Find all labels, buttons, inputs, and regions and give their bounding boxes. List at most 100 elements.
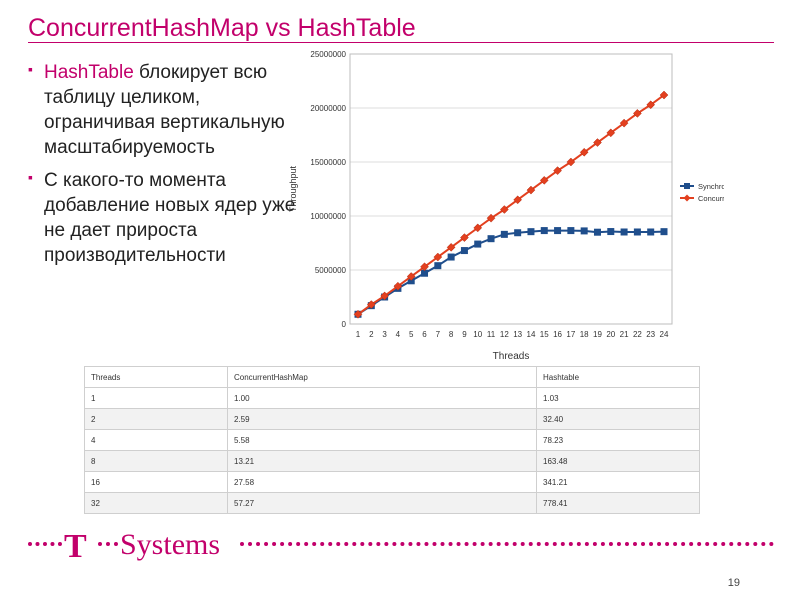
bullet-marker-icon: ▪ (28, 169, 33, 185)
y-tick-label: 20000000 (310, 104, 346, 113)
data-point (540, 227, 548, 235)
data-point (393, 281, 403, 291)
x-tick-label: 18 (580, 330, 589, 339)
data-point (606, 128, 616, 138)
table-cell: 1.03 (536, 387, 700, 409)
x-tick-label: 6 (422, 330, 427, 339)
data-point (619, 118, 629, 128)
slide-title: ConcurrentHashMap vs HashTable (28, 14, 416, 42)
data-point (433, 252, 443, 262)
data-point (660, 228, 668, 236)
data-point (527, 228, 535, 236)
data-point (460, 247, 468, 255)
table-cell: 163.48 (536, 450, 700, 472)
plot-area (349, 53, 673, 325)
x-tick-label: 22 (633, 330, 642, 339)
throughput-chart: 0 5000000 10000000 15000000 20000000 25000000… (288, 50, 724, 362)
data-point (434, 262, 442, 270)
data-point (620, 228, 628, 236)
data-point (526, 185, 536, 195)
slide-number: 19 (727, 577, 740, 589)
table-cell: 778.41 (536, 492, 700, 514)
series-line (357, 94, 665, 316)
data-point (406, 272, 416, 281)
x-tick-label: 5 (409, 330, 414, 339)
legend-marker (684, 183, 690, 189)
table-cell: 1.00 (227, 387, 537, 409)
table-cell: 57.27 (227, 492, 537, 514)
x-tick-label: 11 (487, 330, 496, 339)
x-tick-label: 17 (566, 330, 575, 339)
table-cell: 78.23 (536, 429, 700, 451)
x-tick-label: 21 (620, 330, 629, 339)
y-tick-label: 25000000 (310, 50, 346, 59)
data-point (647, 228, 655, 236)
table-cell: 341.21 (536, 471, 700, 493)
x-axis-label: Threads (493, 351, 530, 362)
data-point (593, 138, 602, 147)
data-point (487, 235, 495, 243)
data-point (539, 176, 549, 185)
table-row: 1 1.00 1.03 (84, 387, 700, 409)
table-cell: 27.58 (227, 471, 537, 493)
data-point (420, 262, 429, 272)
y-axis-label: Throughput (288, 165, 298, 212)
table-cell: 4 (84, 429, 228, 451)
table-cell: 13.21 (227, 450, 537, 472)
x-tick-label: 14 (527, 330, 536, 339)
data-point (513, 195, 523, 205)
data-point (567, 227, 575, 235)
table-row: 32 57.27 778.41 (84, 492, 700, 514)
data-point (446, 242, 456, 252)
data-point (633, 228, 641, 236)
x-tick-label: 16 (553, 330, 562, 339)
x-tick-label: 2 (369, 330, 374, 339)
legend-label: Synchronized HashMap (698, 182, 724, 191)
table-header-cell: ConcurrentHashMap (227, 366, 537, 388)
data-point (580, 227, 588, 235)
table-row: 2 2.59 32.40 (84, 408, 700, 430)
x-tick-label: 8 (449, 330, 454, 339)
x-tick-label: 24 (660, 330, 669, 339)
table-cell: 5.58 (227, 429, 537, 451)
table-cell: 16 (84, 471, 228, 493)
brand-footer: T Systems (28, 528, 774, 565)
data-point (474, 240, 482, 248)
x-tick-label: 19 (593, 330, 602, 339)
table-header-row: Threads ConcurrentHashMap Hashtable (84, 366, 700, 388)
data-point (499, 205, 509, 214)
bullet-marker-icon: ▪ (28, 61, 33, 77)
x-tick-label: 12 (500, 330, 509, 339)
data-point (500, 230, 508, 238)
y-tick-label: 0 (342, 320, 347, 329)
bullet-highlight: HashTable (44, 62, 134, 83)
data-point (593, 228, 601, 236)
brand-dots-middle (98, 542, 118, 546)
table-cell: 2.59 (227, 408, 537, 430)
y-tick-label: 5000000 (315, 266, 347, 275)
x-tick-label: 15 (540, 330, 549, 339)
data-point (421, 269, 429, 277)
brand-dots-left (28, 542, 62, 546)
data-point (566, 157, 576, 167)
brand-logo-t: T (64, 528, 87, 565)
y-tick-label: 15000000 (310, 158, 346, 167)
data-point (554, 227, 562, 235)
data-point (514, 229, 522, 237)
x-tick-label: 10 (473, 330, 482, 339)
brand-dots-right (240, 542, 774, 546)
brand-name: Systems (120, 528, 221, 561)
x-tick-label: 7 (436, 330, 441, 339)
legend-label: ConcurrentHashMap (698, 194, 724, 203)
series-line (357, 229, 665, 316)
data-point (380, 291, 389, 301)
x-tick-label: 23 (646, 330, 655, 339)
table-cell: 1 (84, 387, 228, 409)
table-row: 16 27.58 341.21 (84, 471, 700, 493)
data-point (553, 166, 562, 175)
table-header-cell: Threads (84, 366, 228, 388)
data-point (607, 228, 615, 236)
table-row: 8 13.21 163.48 (84, 450, 700, 472)
x-tick-label: 4 (396, 330, 401, 339)
data-point (659, 90, 669, 100)
